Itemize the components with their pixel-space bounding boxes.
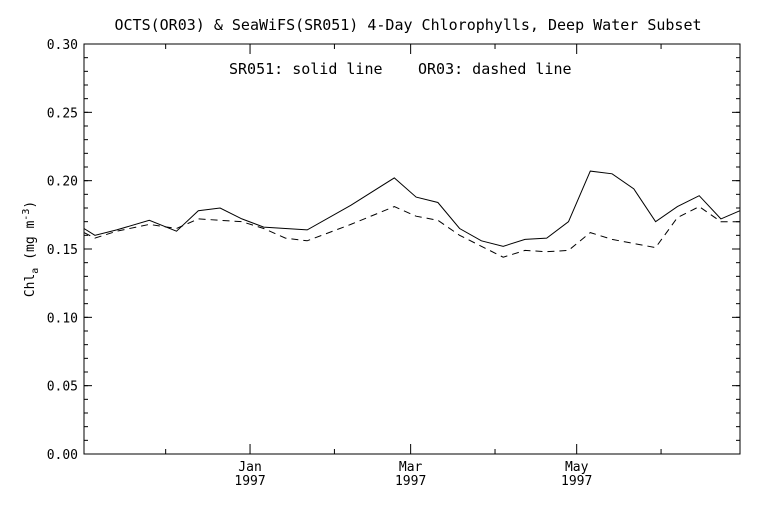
y-tick-label: 0.05 — [47, 380, 78, 395]
y-tick-label: 0.20 — [47, 175, 78, 190]
x-tick-year: 1997 — [234, 474, 265, 489]
plot-frame — [83, 43, 741, 455]
y-axis: 0.00 0.05 0.10 0.15 0.20 0.25 0.30 — [47, 38, 740, 463]
y-label-subscript: a — [30, 268, 41, 274]
y-axis-label: Chla (mg m-3) — [21, 201, 41, 297]
series-line-or03 — [83, 206, 740, 258]
y-label-main: Chl — [23, 274, 38, 297]
y-tick-label: 0.10 — [47, 311, 78, 326]
y-tick-label: 0.00 — [47, 448, 78, 463]
x-tick-label: May — [565, 460, 589, 475]
dashed-line-note: OR03: dashed line — [418, 60, 572, 78]
y-label-unit-close: ) — [23, 201, 38, 209]
y-label-unit: (mg m — [23, 221, 38, 268]
y-tick-label: 0.30 — [47, 38, 78, 53]
x-tick-year: 1997 — [561, 474, 592, 489]
x-tick-label: Jan — [238, 460, 261, 475]
solid-line-note: SR051: solid line — [229, 60, 383, 78]
chart-title: OCTS(OR03) & SeaWiFS(SR051) 4-Day Chloro… — [115, 16, 702, 34]
series-group — [83, 170, 741, 258]
y-tick-label: 0.15 — [47, 243, 78, 258]
y-tick-label: 0.25 — [47, 106, 78, 121]
series-line-sr051 — [83, 170, 741, 247]
x-tick-year: 1997 — [395, 474, 426, 489]
y-label-unit-sup: -3 — [21, 209, 32, 221]
x-tick-label: Mar — [399, 460, 423, 475]
